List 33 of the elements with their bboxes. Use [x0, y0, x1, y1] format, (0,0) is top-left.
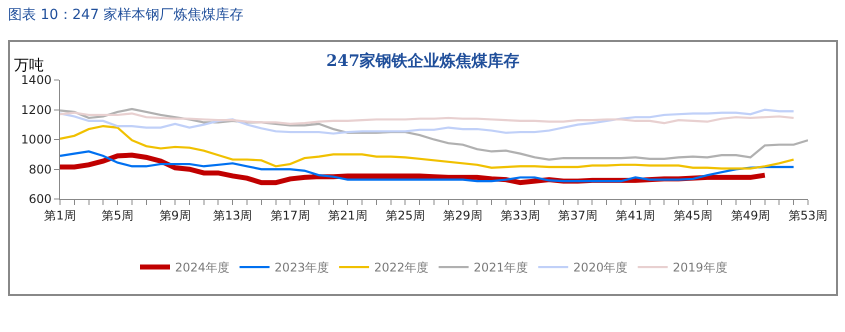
legend-label: 2021年度 — [474, 260, 528, 275]
chart-title: 图表 10：247 家样本钢厂炼焦煤库存 — [8, 6, 244, 24]
y-tick-label: 1400 — [21, 73, 52, 88]
legend-label: 2020年度 — [573, 260, 628, 275]
x-tick-label: 第5周 — [102, 208, 134, 222]
line-series — [60, 125, 795, 170]
line-series — [60, 108, 808, 161]
legend-label: 2019年度 — [672, 260, 728, 275]
legend-label: 2024年度 — [175, 260, 230, 275]
y-axis-title: 万吨 — [14, 56, 44, 75]
x-tick-label: 第1周 — [44, 208, 76, 222]
chart-subtitle: 247家钢铁企业炼焦煤库存 — [326, 50, 520, 70]
legend-label: 2022年度 — [374, 260, 429, 275]
line-series — [60, 150, 795, 182]
y-tick-label: 1200 — [21, 102, 52, 117]
line-series — [60, 112, 795, 125]
y-tick-label: 600 — [28, 192, 52, 206]
y-tick-label: 800 — [28, 162, 52, 176]
x-tick-label: 第53周 — [788, 208, 828, 222]
y-tick-label: 1000 — [21, 132, 52, 147]
x-tick-label: 第49周 — [730, 208, 770, 222]
x-tick-label: 第21周 — [328, 208, 368, 222]
x-tick-label: 第33周 — [500, 208, 540, 222]
x-tick-label: 第13周 — [212, 208, 252, 222]
x-tick-label: 第29周 — [443, 208, 482, 222]
x-tick-label: 第37周 — [558, 208, 598, 222]
x-tick-label: 第45周 — [673, 208, 713, 222]
legend-label: 2023年度 — [274, 260, 330, 275]
x-tick-label: 第25周 — [386, 208, 425, 222]
x-tick-label: 第17周 — [270, 208, 310, 222]
x-tick-label: 第9周 — [159, 208, 191, 222]
line-series — [60, 108, 795, 135]
x-tick-label: 第41周 — [616, 208, 656, 222]
